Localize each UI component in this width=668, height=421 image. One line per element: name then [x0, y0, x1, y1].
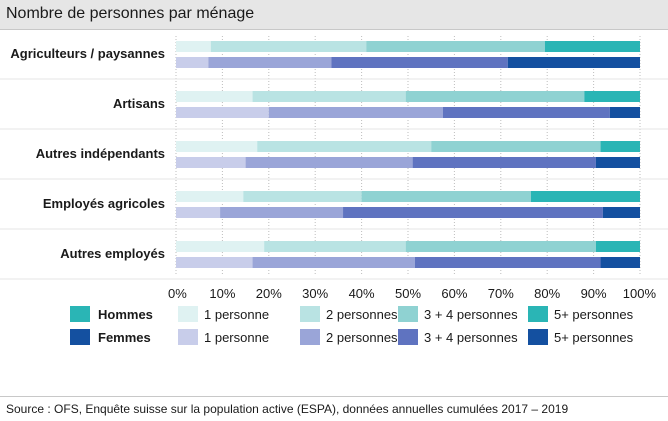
category-label: Agriculteurs / paysannes — [10, 46, 165, 61]
legend-label: 3 + 4 personnes — [424, 307, 518, 322]
bar-segment — [366, 41, 545, 52]
bar-segment — [595, 241, 640, 252]
category-label: Artisans — [113, 96, 165, 111]
bar-segment — [176, 107, 269, 118]
legend-group-swatch — [70, 329, 90, 345]
x-tick-label: 20% — [256, 286, 282, 301]
chart-title: Nombre de personnes par ménage — [6, 5, 255, 22]
bar-segment — [600, 257, 640, 268]
legend-swatch — [300, 306, 320, 322]
x-tick-label: 60% — [441, 286, 467, 301]
x-tick-label: 50% — [395, 286, 421, 301]
legend-swatch — [398, 329, 418, 345]
bar-segment — [220, 207, 344, 218]
bar-segment — [264, 241, 406, 252]
legend-swatch — [300, 329, 320, 345]
bar-segment — [176, 191, 244, 202]
legend-label: 2 personnes — [326, 330, 398, 345]
legend-label: 5+ personnes — [554, 330, 634, 345]
x-tick-label: 10% — [209, 286, 235, 301]
bar-segment — [243, 191, 362, 202]
bar-segment — [252, 257, 415, 268]
bar-segment — [176, 241, 265, 252]
bar-segment — [176, 141, 258, 152]
legend-swatch — [528, 306, 548, 322]
legend-group-label: Femmes — [98, 330, 151, 345]
bar-segment — [530, 191, 640, 202]
legend-label: 5+ personnes — [554, 307, 634, 322]
bar-segment — [176, 57, 209, 68]
bar-segment — [414, 257, 601, 268]
legend-label: 1 personne — [204, 330, 269, 345]
legend-group-swatch — [70, 306, 90, 322]
legend-swatch — [178, 329, 198, 345]
bar-segment — [176, 157, 246, 168]
bar-segment — [442, 107, 610, 118]
legend-label: 1 personne — [204, 307, 269, 322]
bar-segment — [176, 257, 253, 268]
bar-segment — [507, 57, 640, 68]
bar-segment — [331, 57, 508, 68]
category-label: Autres employés — [60, 246, 165, 261]
bar-segment — [176, 207, 221, 218]
category-label: Autres indépendants — [36, 146, 165, 161]
legend-group-label: Hommes — [98, 307, 153, 322]
x-tick-label: 70% — [488, 286, 514, 301]
legend-label: 2 personnes — [326, 307, 398, 322]
x-tick-label: 30% — [302, 286, 328, 301]
bar-segment — [176, 41, 211, 52]
bar-segment — [595, 157, 640, 168]
bar-segment — [609, 107, 640, 118]
category-label: Employés agricoles — [43, 196, 165, 211]
bar-segment — [412, 157, 596, 168]
x-tick-label: 40% — [349, 286, 375, 301]
bar-segment — [405, 241, 596, 252]
chart-area: 0% 10% 20% 30% 40% 50% 60% 70% 80% 90% 100% Agricul… — [0, 36, 668, 345]
bar-segment — [600, 141, 640, 152]
bar-segment — [405, 91, 585, 102]
legend-swatch — [528, 329, 548, 345]
bar-segment — [245, 157, 413, 168]
x-tick-label: 100% — [623, 286, 657, 301]
bar-segment — [208, 57, 332, 68]
bar-segment — [257, 141, 432, 152]
bar-segment — [361, 191, 531, 202]
legend-label: 3 + 4 personnes — [424, 330, 518, 345]
bar-segment — [210, 41, 367, 52]
source-note: Source : OFS, Enquête suisse sur la popu… — [6, 402, 569, 416]
bar-segment — [544, 41, 640, 52]
footer-divider — [0, 396, 668, 397]
bar-segment — [176, 91, 253, 102]
bar-segment — [431, 141, 601, 152]
x-tick-label: 90% — [581, 286, 607, 301]
x-tick-label: 0% — [168, 286, 187, 301]
legend-swatch — [398, 306, 418, 322]
bar-segment — [252, 91, 406, 102]
bar-segment — [343, 207, 603, 218]
bar-segment — [584, 91, 640, 102]
legend-swatch — [178, 306, 198, 322]
title-bar: Nombre de personnes par ménage — [0, 0, 668, 30]
bar-segment — [268, 107, 443, 118]
x-tick-label: 80% — [534, 286, 560, 301]
bar-segment — [602, 207, 640, 218]
